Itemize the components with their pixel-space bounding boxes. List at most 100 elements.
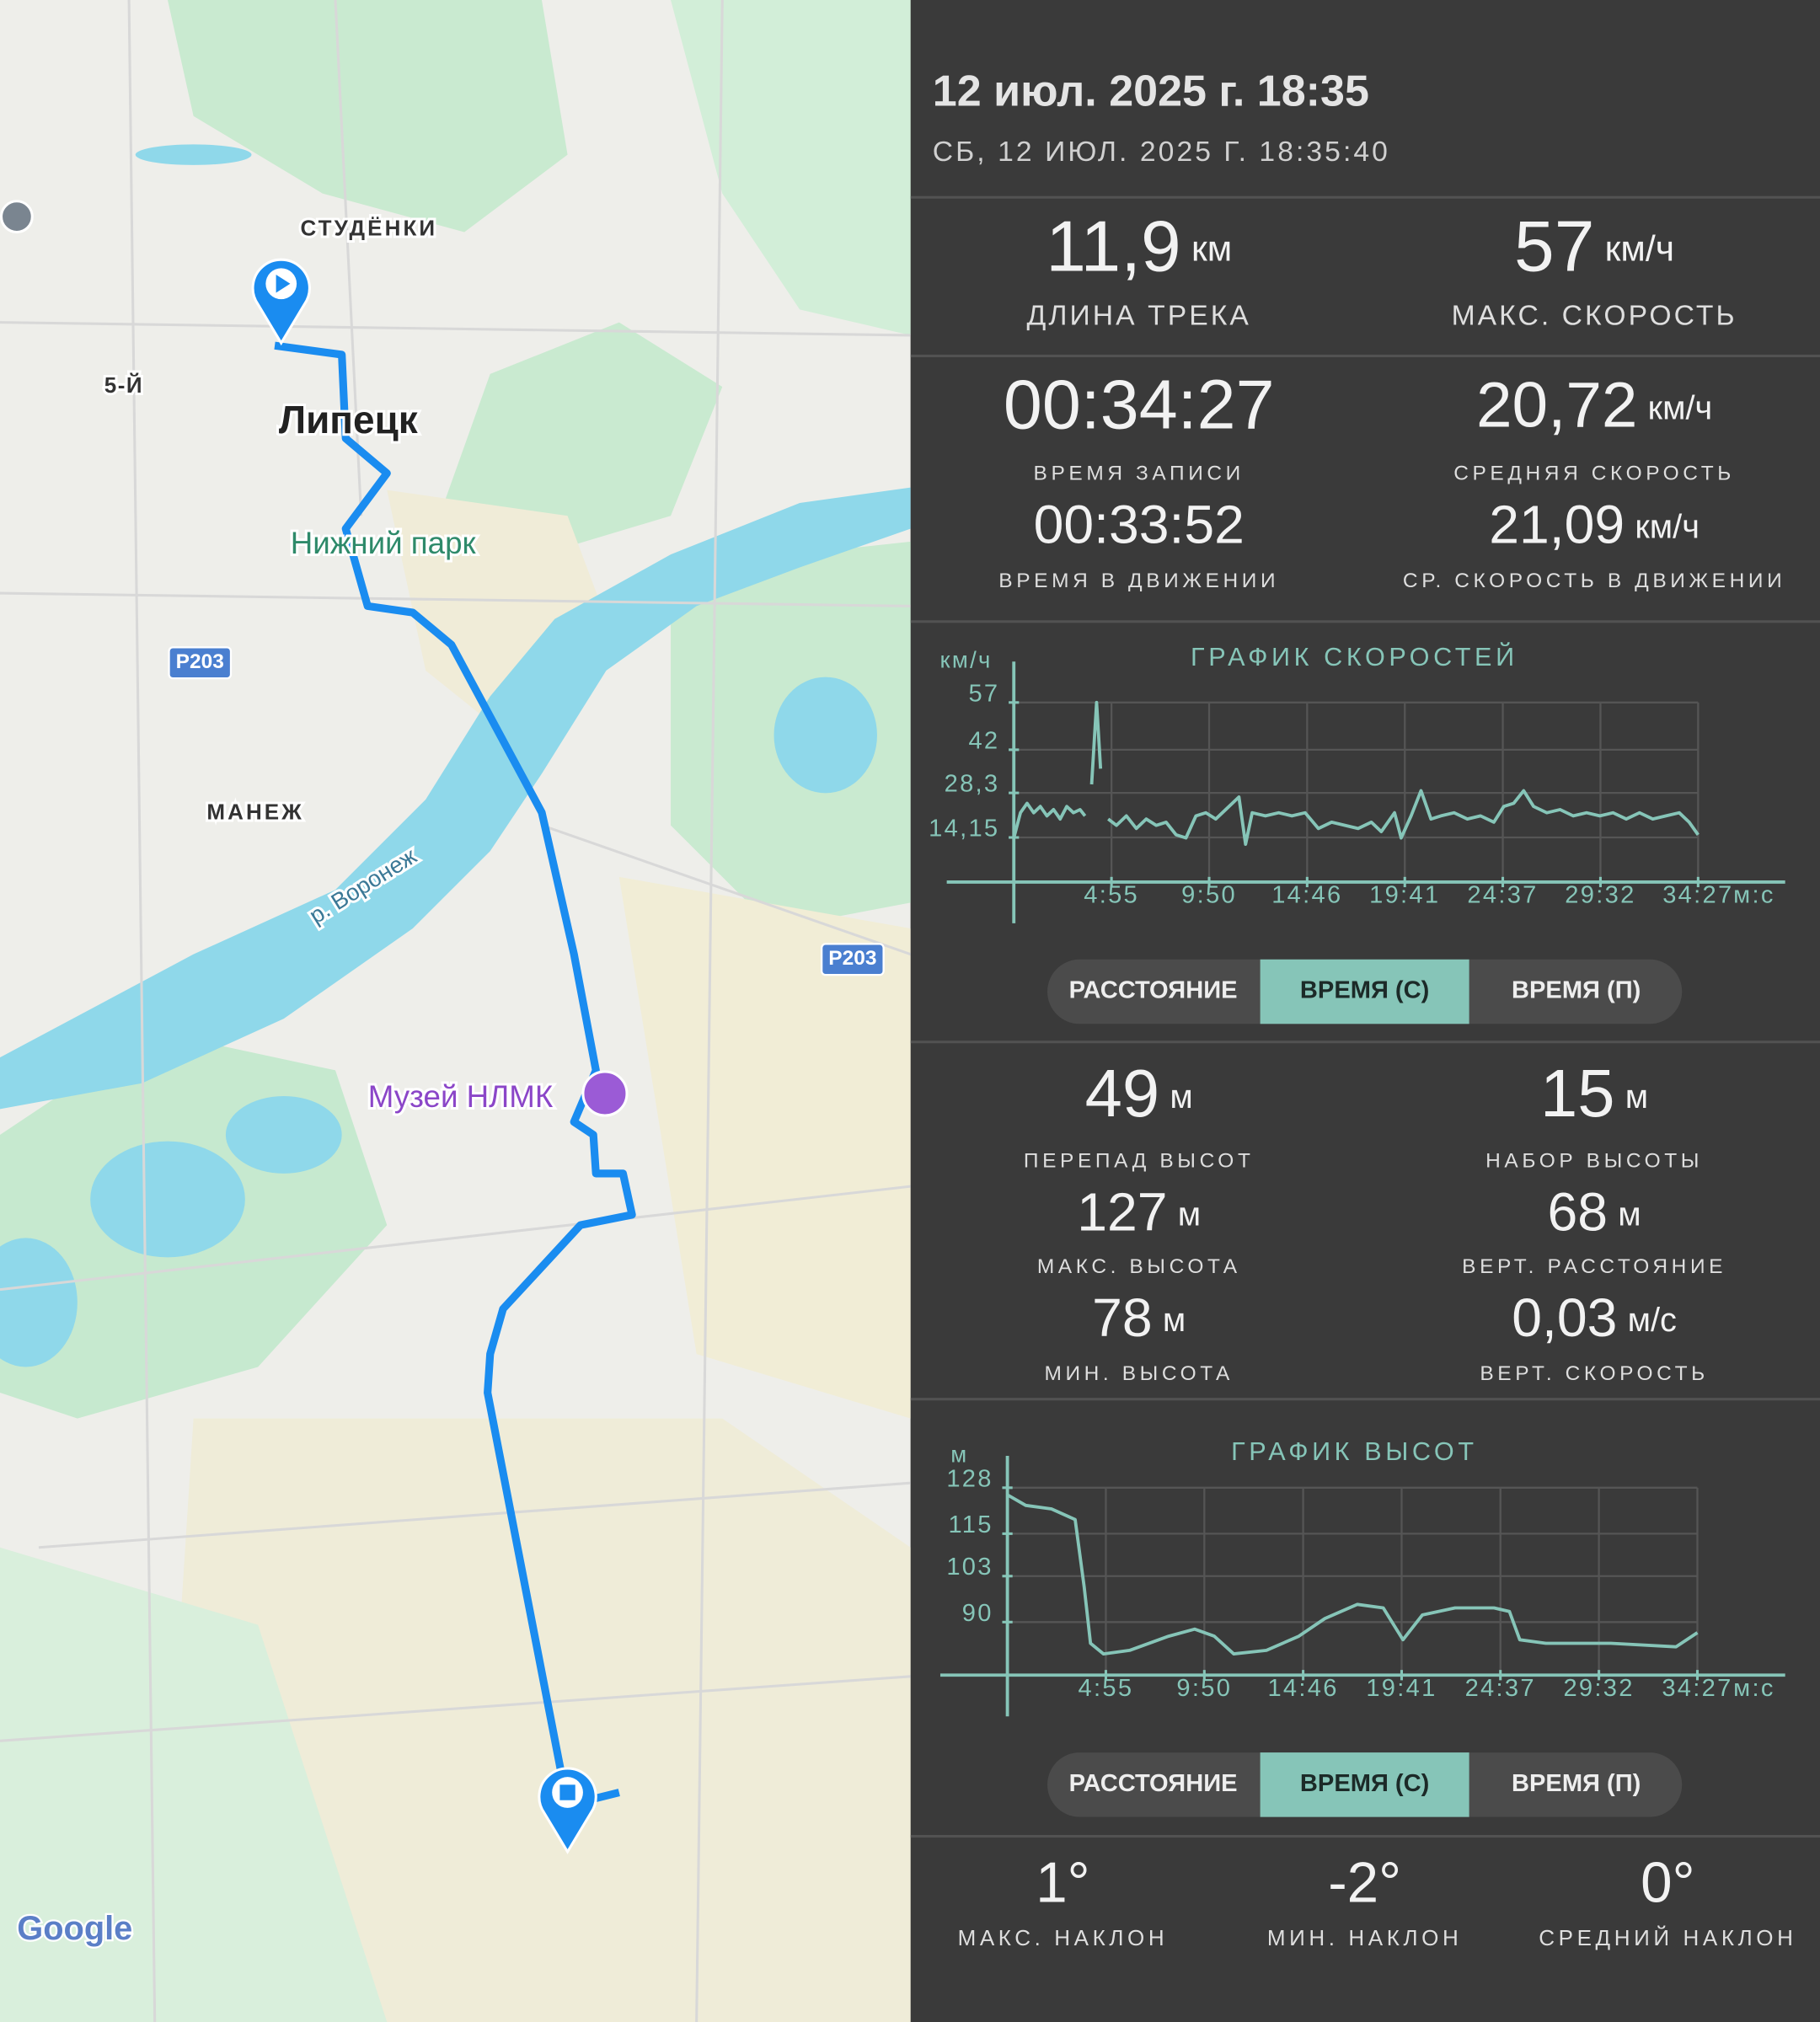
data-line xyxy=(1006,1493,1699,1656)
y-tick-label: 28,3 xyxy=(945,771,1000,798)
stat-number: 15 xyxy=(1540,1056,1615,1131)
tab[interactable]: ВРЕМЯ (С) xyxy=(1300,977,1429,1004)
stat-unit: м xyxy=(1625,1078,1648,1115)
track-title: 12 июл. 2025 г. 18:35 xyxy=(933,67,1369,115)
stat-unit: км/ч xyxy=(1648,389,1713,426)
road-shield-bg xyxy=(168,646,233,680)
park-area xyxy=(168,0,568,233)
stat-value: 57 км/ч xyxy=(1514,206,1674,286)
map-attribution: Google xyxy=(17,1910,132,1947)
lake xyxy=(90,1141,245,1258)
stat-label: ВЕРТ. РАССТОЯНИЕ xyxy=(1462,1255,1726,1278)
dividers xyxy=(910,195,1820,1838)
city-label: Липецк xyxy=(279,398,418,441)
x-tick-label: 34:27 xyxy=(1662,1675,1732,1702)
district-label: 5-Й xyxy=(104,372,143,398)
stat-number: 20,72 xyxy=(1476,370,1637,441)
stat-value: 11,9 км xyxy=(1046,206,1232,286)
district-label: СТУДЁНКИ xyxy=(300,215,437,240)
stat-label: МИН. ВЫСОТА xyxy=(1044,1362,1233,1385)
park-area xyxy=(671,0,911,335)
tab-selected-bg xyxy=(1260,959,1469,1024)
end-pin[interactable] xyxy=(538,1767,597,1854)
roads xyxy=(0,0,912,2022)
stat-number: 21,09 xyxy=(1489,495,1625,555)
stat-label: ДЛИНА ТРЕКА xyxy=(1027,300,1251,331)
tab[interactable]: ВРЕМЯ (П) xyxy=(1512,977,1641,1004)
tab-selected-bg xyxy=(1260,1752,1469,1817)
stat-label: ВРЕМЯ В ДВИЖЕНИИ xyxy=(998,570,1279,592)
tab[interactable]: РАССТОЯНИЕ xyxy=(1069,1770,1238,1797)
stat-label: СРЕДНЯЯ СКОРОСТЬ xyxy=(1453,463,1735,485)
stat-number: 11,9 xyxy=(1046,206,1180,286)
road-shield: Р203 xyxy=(828,947,876,970)
stat-value: 1° xyxy=(1036,1851,1089,1914)
stat-number: 00:33:52 xyxy=(1034,495,1245,555)
x-tick-label: 9:50 xyxy=(1176,1675,1232,1702)
x-tick-label: 29:32 xyxy=(1565,881,1635,908)
tab-bar[interactable]: РАССТОЯНИЕ ВРЕМЯ (С) ВРЕМЯ (П) xyxy=(1047,1752,1683,1817)
map[interactable] xyxy=(0,0,912,2022)
park-label: Нижний парк xyxy=(291,526,477,560)
y-tick-label: 57 xyxy=(968,680,999,707)
lake xyxy=(774,677,877,794)
y-axis-label: м xyxy=(950,1441,968,1467)
stat-unit: м xyxy=(1163,1301,1186,1338)
data-line xyxy=(1012,700,1700,846)
stat-label: МИН. НАКЛОН xyxy=(1267,1925,1463,1950)
tab[interactable]: ВРЕМЯ (С) xyxy=(1300,1770,1429,1797)
stat-number: 57 xyxy=(1514,206,1594,286)
stat-label: НАБОР ВЫСОТЫ xyxy=(1485,1150,1703,1173)
stat-unit: км/ч xyxy=(1635,508,1700,545)
stat-number: 78 xyxy=(1092,1287,1153,1348)
stat-number: 1° xyxy=(1036,1851,1089,1914)
stat-number: -2° xyxy=(1328,1851,1401,1914)
x-tick-label: 4:55 xyxy=(1084,881,1139,908)
tab-bar[interactable]: РАССТОЯНИЕ ВРЕМЯ (С) ВРЕМЯ (П) xyxy=(1047,959,1683,1024)
stat-label: МАКС. СКОРОСТЬ xyxy=(1452,300,1737,331)
y-tick-label: 90 xyxy=(962,1600,993,1627)
stat-label: МАКС. ВЫСОТА xyxy=(1037,1255,1241,1278)
y-tick-label: 103 xyxy=(946,1554,993,1581)
stat-unit: м xyxy=(1170,1078,1192,1115)
chart: 90 103 115 128 4:55 9:50 14:46 19:41 24:37 29:32 3… xyxy=(939,1437,1785,1717)
stat-label: СР. СКОРОСТЬ В ДВИЖЕНИИ xyxy=(1403,570,1785,592)
sand-area xyxy=(618,876,911,1419)
road-shield: Р203 xyxy=(176,650,224,673)
stat-value: 15 м xyxy=(1540,1056,1648,1131)
stat-number: 68 xyxy=(1548,1181,1609,1242)
stat-value: 00:34:27 xyxy=(1004,366,1275,444)
stat-value: 68 м xyxy=(1548,1181,1641,1242)
stat-number: 49 xyxy=(1085,1056,1160,1131)
x-tick-label: 24:37 xyxy=(1467,881,1538,908)
stat-number: 127 xyxy=(1077,1181,1167,1242)
transit-icon xyxy=(0,200,34,234)
x-tick-label: 24:37 xyxy=(1465,1675,1536,1702)
lake xyxy=(135,144,252,165)
x-axis-label: м:с xyxy=(1733,881,1775,908)
stat-value: 49 м xyxy=(1085,1056,1193,1131)
tab[interactable]: РАССТОЯНИЕ xyxy=(1069,977,1238,1004)
chart-title: ГРАФИК ВЫСОТ xyxy=(1231,1437,1478,1466)
x-tick-label: 4:55 xyxy=(1079,1675,1134,1702)
stat-value: 78 м xyxy=(1092,1287,1186,1348)
park-area xyxy=(426,322,723,555)
tab[interactable]: ВРЕМЯ (П) xyxy=(1512,1770,1641,1797)
x-tick-label: 29:32 xyxy=(1563,1675,1634,1702)
stat-label: МАКС. НАКЛОН xyxy=(958,1925,1169,1950)
road-shield-bg xyxy=(820,943,885,976)
lake xyxy=(0,1238,78,1367)
stat-label: ПЕРЕПАД ВЫСОТ xyxy=(1024,1150,1255,1173)
track-subtitle: СБ, 12 ИЮЛ. 2025 Г. 18:35:40 xyxy=(933,136,1390,168)
stat-number: 0° xyxy=(1641,1851,1694,1914)
start-pin[interactable] xyxy=(251,258,311,346)
y-tick-label: 128 xyxy=(946,1465,993,1492)
stat-label: ВРЕМЯ ЗАПИСИ xyxy=(1034,463,1245,485)
stat-value: 21,09 км/ч xyxy=(1489,495,1700,555)
chart: 14,15 28,3 42 57 4:55 9:50 14:46 19:41 24:37 29:3… xyxy=(929,641,1785,923)
x-tick-label: 14:46 xyxy=(1271,881,1342,908)
poi-label: Музей НЛМК xyxy=(368,1079,554,1114)
play-icon xyxy=(276,275,291,293)
park-area xyxy=(0,1547,388,2022)
